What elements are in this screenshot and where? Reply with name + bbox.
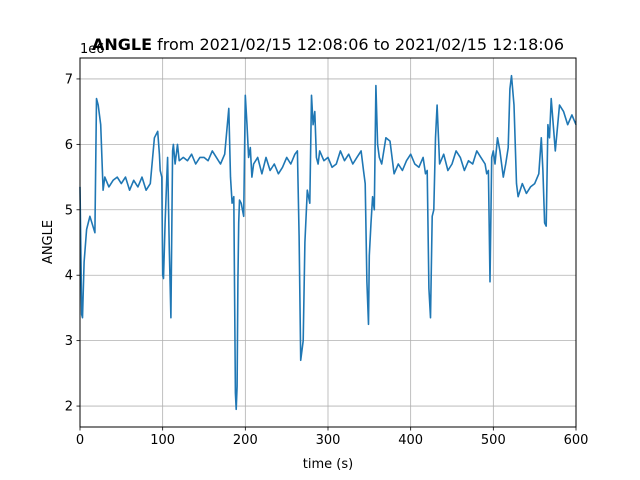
x-tick-label: 0 (76, 433, 84, 448)
y-axis-label: ANGLE (41, 220, 56, 264)
y-tick-label: 3 (65, 334, 73, 349)
x-axis-label: time (s) (303, 457, 353, 472)
x-tick-label: 100 (150, 433, 175, 448)
y-tick-label: 4 (65, 269, 73, 284)
y-axis-ticks: 2 3 4 5 6 7 (65, 72, 80, 415)
y-offset-text: 1e6 (80, 42, 105, 57)
x-tick-label: 500 (481, 433, 506, 448)
x-tick-label: 300 (316, 433, 341, 448)
x-axis-ticks: 0 100 200 300 400 500 600 (76, 427, 589, 448)
y-tick-label: 6 (65, 138, 73, 153)
chart-title-bold: ANGLE (92, 35, 152, 54)
grid-layer (79, 58, 577, 427)
series-line-angle (79, 74, 577, 411)
x-tick-label: 600 (564, 433, 589, 448)
y-tick-label: 5 (65, 203, 73, 218)
y-tick-label: 2 (65, 400, 73, 415)
x-tick-label: 400 (398, 433, 423, 448)
chart-title: ANGLE from 2021/02/15 12:08:06 to 2021/0… (92, 35, 564, 54)
chart-title-rest: from 2021/02/15 12:08:06 to 2021/02/15 1… (152, 35, 564, 54)
x-tick-label: 200 (233, 433, 258, 448)
y-tick-label: 7 (65, 72, 73, 87)
